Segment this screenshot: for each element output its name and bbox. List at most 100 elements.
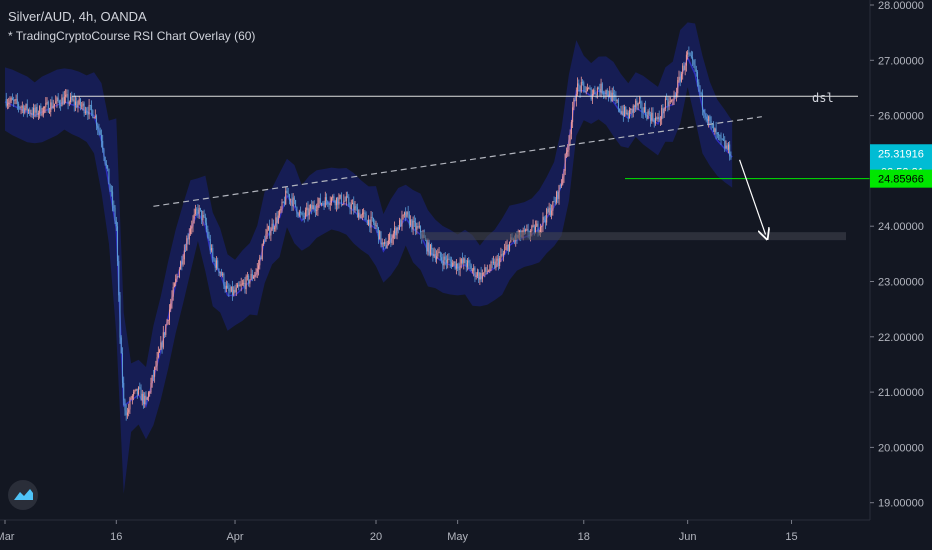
price-axis[interactable]: 28.0000027.0000026.0000025.0000024.00000… <box>869 0 924 520</box>
candle <box>276 211 278 230</box>
time-axis[interactable]: Mar 16 Apr 20 May 18 Jun 15 <box>0 519 870 543</box>
candle <box>182 254 184 267</box>
candle <box>676 87 678 102</box>
candle-body <box>134 390 136 392</box>
candle-body <box>594 90 596 94</box>
candle-body <box>218 268 220 273</box>
candle <box>324 191 326 208</box>
candle <box>26 99 28 118</box>
candle-body <box>441 257 443 261</box>
candle <box>141 389 143 406</box>
candle <box>79 98 81 111</box>
candle <box>693 59 695 68</box>
candle-body <box>76 101 78 108</box>
candle <box>356 203 358 218</box>
candle <box>134 389 136 394</box>
candle <box>98 123 100 136</box>
candle <box>215 256 217 271</box>
candle-body <box>229 291 231 292</box>
candle-body <box>447 258 449 263</box>
candle <box>225 280 227 293</box>
target-price-badge <box>870 169 932 188</box>
candle <box>710 116 712 130</box>
candle-body <box>703 109 705 113</box>
candle <box>677 76 679 98</box>
candle-body <box>203 215 205 217</box>
candle-body <box>565 151 567 155</box>
candle-body <box>599 88 601 93</box>
candle-body <box>501 254 503 256</box>
candle <box>88 98 90 120</box>
candle <box>258 259 260 276</box>
candle-body <box>46 102 48 103</box>
candle <box>47 100 49 113</box>
candle-body <box>115 220 117 227</box>
candle <box>499 255 501 269</box>
candle-body <box>583 82 585 87</box>
candle-body <box>79 99 81 106</box>
candle-body <box>650 114 652 122</box>
candle <box>497 253 499 271</box>
candle-body <box>405 212 407 217</box>
candle-body <box>295 199 297 207</box>
candle <box>627 110 629 123</box>
candle-body <box>330 197 332 203</box>
candle-body <box>49 111 51 113</box>
candle-body <box>659 119 661 121</box>
candle-body <box>371 216 373 219</box>
candle <box>615 91 617 105</box>
candle-body <box>91 105 93 111</box>
candle <box>444 251 446 266</box>
indicator-label[interactable]: * TradingCryptoCourse RSI Chart Overlay … <box>8 29 256 43</box>
candle <box>488 269 490 272</box>
candle-body <box>625 106 627 114</box>
candle-body <box>292 197 294 207</box>
candle <box>502 250 504 262</box>
candle <box>485 266 487 275</box>
candle <box>167 319 169 325</box>
candle <box>688 46 690 58</box>
candle-body <box>693 60 695 65</box>
candle-body <box>689 53 691 56</box>
candle <box>259 254 261 270</box>
candle-body <box>89 105 91 106</box>
candle <box>441 252 443 264</box>
candle <box>286 187 288 194</box>
candle-body <box>63 96 65 105</box>
candle <box>301 211 303 216</box>
y-tick-label: 23.00000 <box>878 277 924 289</box>
tradingview-logo[interactable] <box>8 480 38 510</box>
candle <box>611 87 613 102</box>
candle-body <box>573 99 575 108</box>
candle-body <box>539 226 541 233</box>
candle-body <box>42 107 44 115</box>
candle-body <box>527 229 529 235</box>
candle-body <box>324 197 326 208</box>
candle <box>347 191 349 199</box>
candle <box>405 207 407 222</box>
candle <box>500 247 502 263</box>
candle-body <box>617 100 619 109</box>
candle-body <box>73 99 75 105</box>
candle <box>596 86 598 99</box>
candle <box>648 107 650 117</box>
candle-body <box>467 260 469 267</box>
candle <box>593 88 595 96</box>
candle <box>480 266 482 283</box>
candle-body <box>194 209 196 215</box>
candle <box>152 369 154 382</box>
candle <box>21 101 23 114</box>
candle-body <box>345 196 347 201</box>
candle <box>583 80 585 93</box>
candle-body <box>202 215 204 221</box>
x-tick-label: 18 <box>578 531 590 543</box>
candle-body <box>110 190 112 192</box>
candle-body <box>145 395 147 400</box>
candle-body <box>537 223 539 233</box>
candle-body <box>318 198 320 204</box>
candle <box>543 215 545 223</box>
candle-body <box>241 283 243 285</box>
candle-body <box>176 276 178 279</box>
candle-body <box>577 83 579 94</box>
